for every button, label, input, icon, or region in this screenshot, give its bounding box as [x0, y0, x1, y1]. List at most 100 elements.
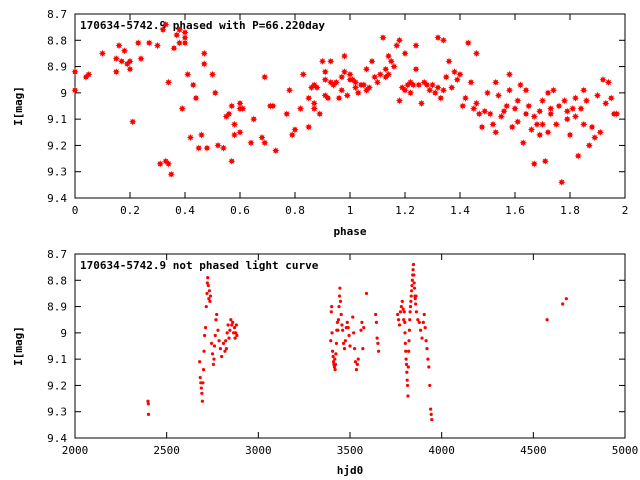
data-point [428, 81, 437, 89]
data-point [604, 78, 613, 86]
data-point [112, 68, 120, 76]
data-point [299, 70, 307, 79]
data-point [497, 112, 505, 121]
data-point [227, 336, 231, 340]
data-point [214, 318, 218, 322]
data-point [508, 123, 516, 131]
x-tick-label: 3000 [245, 444, 272, 457]
data-point [239, 105, 247, 113]
data-point [230, 120, 239, 128]
x-tick-label: 4500 [520, 444, 547, 457]
data-point [199, 386, 203, 390]
data-point [373, 78, 382, 86]
data-point [118, 57, 126, 65]
data-point [217, 339, 221, 343]
data-point [424, 339, 428, 343]
data-point [541, 157, 549, 165]
data-point [561, 302, 565, 306]
data-point [85, 70, 93, 79]
y-tick-label: 8.7 [47, 8, 67, 21]
data-point [197, 131, 206, 139]
data-point [412, 41, 420, 50]
data-point [414, 310, 418, 314]
data-point [375, 336, 379, 340]
x-tick-label: 0.4 [175, 204, 195, 217]
data-point [330, 349, 335, 353]
data-point [153, 41, 162, 50]
data-point [348, 344, 352, 348]
data-point [231, 331, 236, 335]
data-point [571, 112, 580, 121]
data-point [334, 341, 339, 345]
data-point [305, 123, 313, 131]
data-point [536, 107, 544, 115]
data-point [417, 99, 426, 107]
data-point [189, 81, 197, 89]
data-point [137, 55, 145, 63]
data-point [327, 57, 335, 65]
data-point [536, 131, 544, 139]
data-point [341, 328, 345, 332]
data-point [481, 107, 489, 115]
data-point [329, 310, 333, 314]
y-ticks: 8.7 8.8 8.9 9 9.1 9.2 9.3 9.4 [47, 8, 625, 205]
x-axis-label: hjd0 [337, 464, 364, 477]
data-point [420, 336, 424, 340]
data-point [225, 110, 233, 118]
data-point [403, 320, 407, 324]
data-point [351, 84, 360, 92]
data-point [339, 312, 343, 317]
data-point [202, 349, 206, 353]
data-point [361, 347, 365, 351]
y-tick-label: 8.8 [47, 274, 67, 287]
data-point [351, 315, 355, 319]
x-ticks: 2000 2500 3000 3500 4000 4500 5000 [62, 254, 638, 457]
data-point [437, 94, 445, 102]
data-point [475, 110, 483, 118]
data-point [209, 341, 214, 345]
data-point [569, 105, 577, 113]
data-point [208, 70, 217, 79]
data-point [422, 312, 426, 317]
data-point [218, 347, 222, 351]
data-point [593, 91, 602, 100]
data-point [340, 52, 349, 60]
data-point [390, 63, 398, 71]
data-point [258, 133, 266, 142]
data-point [588, 123, 596, 131]
data-point [530, 160, 538, 168]
data-point [413, 297, 417, 301]
data-point [224, 339, 228, 343]
data-point [175, 26, 184, 34]
data-point [445, 57, 453, 65]
data-point [414, 302, 418, 306]
data-point [205, 281, 209, 285]
data-point [310, 105, 318, 113]
data-point [571, 94, 580, 102]
data-point [580, 120, 588, 128]
data-point [331, 354, 335, 359]
data-point [146, 412, 151, 416]
data-point [430, 418, 434, 422]
data-point [411, 268, 415, 272]
data-point [283, 110, 291, 118]
chart-panel-2: 2000 2500 3000 3500 4000 4500 5000 8.7 8.8 8.9 9 9.… [12, 248, 638, 477]
data-point [337, 304, 341, 309]
data-point [591, 133, 599, 142]
data-point [448, 84, 456, 92]
data-point [409, 299, 413, 303]
data-point [547, 110, 555, 118]
data-point [200, 60, 208, 68]
chart-panel-1: 0 0.2 0.4 0.6 0.8 1 1.2 1.4 1.6 1.8 2 8.7 8.8 8.9 9 9.1… [12, 8, 628, 238]
data-point [212, 344, 217, 348]
data-point [456, 70, 464, 79]
data-point [351, 78, 360, 86]
y-tick-label: 9.2 [47, 139, 67, 152]
data-point [374, 320, 378, 324]
data-point [338, 86, 346, 94]
data-point [409, 81, 417, 89]
data-point [382, 65, 390, 73]
data-points [71, 20, 621, 186]
data-point [250, 115, 258, 123]
data-point [156, 160, 164, 168]
